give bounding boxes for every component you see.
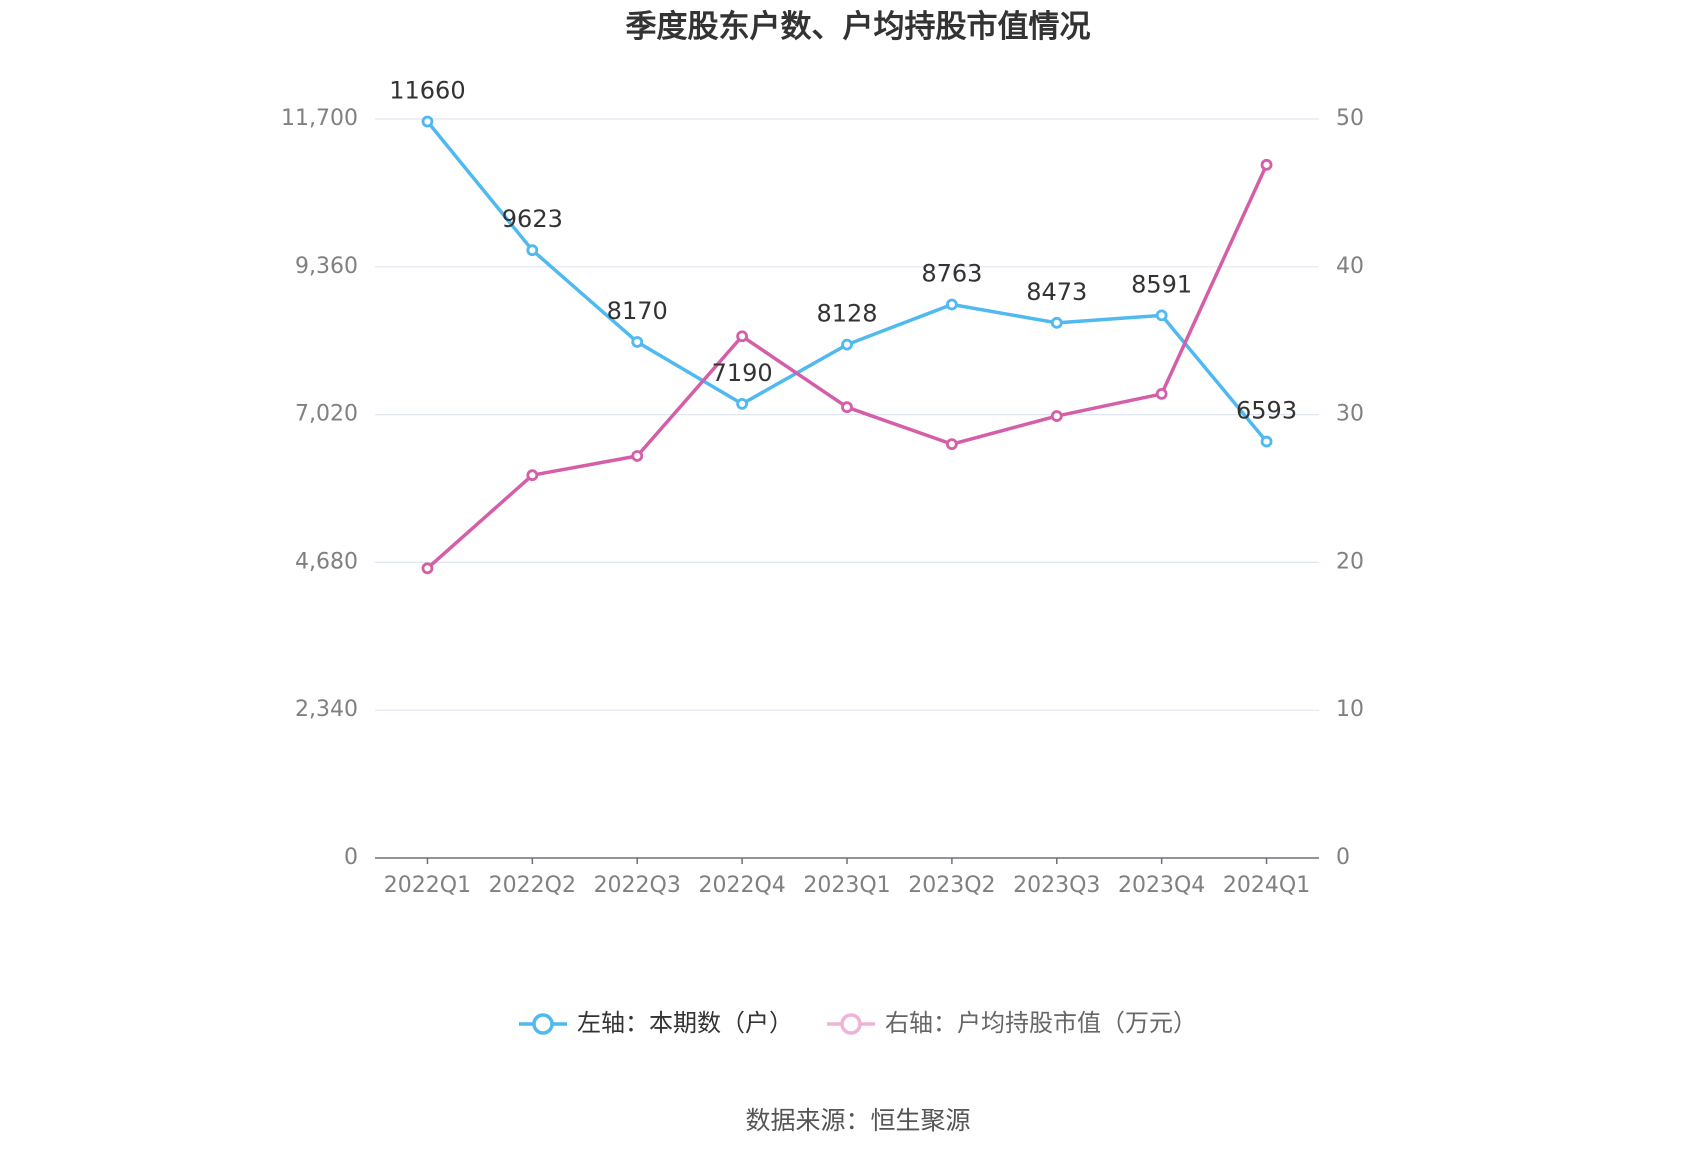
legend-label: 左轴：本期数（户）	[577, 1009, 793, 1037]
data-point[interactable]	[736, 397, 749, 410]
x-axis-tick-label: 2023Q3	[1013, 873, 1100, 898]
data-point[interactable]	[1155, 388, 1168, 400]
legend-marker-circle	[532, 1013, 554, 1035]
legend: 左轴：本期数（户） 右轴：户均持股市值（万元）	[519, 1009, 1197, 1037]
data-point[interactable]	[1050, 410, 1063, 422]
x-axis-tick-label: 2022Q1	[384, 873, 471, 898]
right-axis-tick-label: 10	[1336, 697, 1364, 722]
axes: 0 2,340 4,680 7,020 9,360 11,700 0 10 20 30 40 50 20…	[281, 106, 1364, 898]
data-point[interactable]	[945, 438, 958, 451]
data-point[interactable]	[841, 338, 853, 351]
right-axis-tick-label: 20	[1336, 549, 1364, 574]
legend-label: 右轴：户均持股市值（万元）	[885, 1009, 1197, 1037]
data-point[interactable]	[1260, 158, 1273, 171]
data-point[interactable]	[631, 450, 644, 462]
data-label: 11660	[389, 77, 465, 105]
left-axis-tick-label: 4,680	[295, 549, 358, 574]
x-axis-tick-label: 2022Q3	[594, 873, 681, 898]
series-right-axis	[421, 158, 1273, 575]
series	[421, 115, 1273, 575]
data-point[interactable]	[1260, 435, 1273, 448]
right-axis-tick-label: 30	[1336, 402, 1364, 427]
x-axis-tick-label: 2023Q4	[1118, 873, 1205, 898]
x-axis-tick-label: 2022Q2	[489, 873, 576, 898]
data-point[interactable]	[421, 115, 434, 128]
data-labels: 11660 9623 8170 7190 8128 8763 8473 8591 6593	[389, 77, 1297, 425]
data-point[interactable]	[526, 244, 539, 257]
data-label: 8473	[1026, 278, 1087, 306]
right-axis-tick-label: 50	[1336, 106, 1364, 131]
data-label: 8591	[1131, 270, 1192, 298]
legend-marker-circle	[840, 1013, 862, 1035]
chart-title: 季度股东户数、户均持股市值情况	[626, 9, 1091, 45]
right-axis-tick-label: 0	[1336, 845, 1350, 870]
left-axis-tick-label: 7,020	[295, 402, 358, 427]
x-axis-tick-label: 2023Q2	[908, 873, 995, 898]
legend-item-left-axis-series[interactable]: 左轴：本期数（户）	[519, 1009, 793, 1037]
data-point[interactable]	[841, 401, 853, 414]
left-axis-tick-label: 11,700	[281, 106, 358, 131]
left-axis-tick-label: 0	[344, 845, 358, 870]
data-point[interactable]	[945, 298, 958, 311]
series-left-axis	[421, 115, 1273, 448]
data-label: 8170	[607, 297, 668, 325]
legend-item-right-axis-series[interactable]: 右轴：户均持股市值（万元）	[827, 1009, 1197, 1037]
data-label: 9623	[502, 205, 563, 233]
data-label: 7190	[712, 359, 773, 387]
data-point[interactable]	[1155, 309, 1168, 322]
x-axis-tick-label: 2024Q1	[1223, 873, 1310, 898]
x-axis-tick-label: 2023Q1	[803, 873, 890, 898]
data-point[interactable]	[631, 336, 644, 348]
left-axis-tick-label: 2,340	[295, 697, 358, 722]
x-axis-tick-label: 2022Q4	[698, 873, 785, 898]
right-axis-tick-label: 40	[1336, 254, 1364, 279]
data-label: 6593	[1236, 397, 1297, 425]
left-axis-tick-label: 9,360	[295, 254, 358, 279]
data-source-note: 数据来源：恒生聚源	[745, 1106, 970, 1135]
gridlines	[375, 118, 1319, 711]
data-label: 8763	[921, 260, 982, 288]
data-label: 8128	[816, 300, 877, 328]
data-point[interactable]	[526, 469, 539, 482]
data-point[interactable]	[1050, 316, 1063, 329]
data-point[interactable]	[421, 562, 434, 575]
data-point[interactable]	[736, 330, 749, 343]
